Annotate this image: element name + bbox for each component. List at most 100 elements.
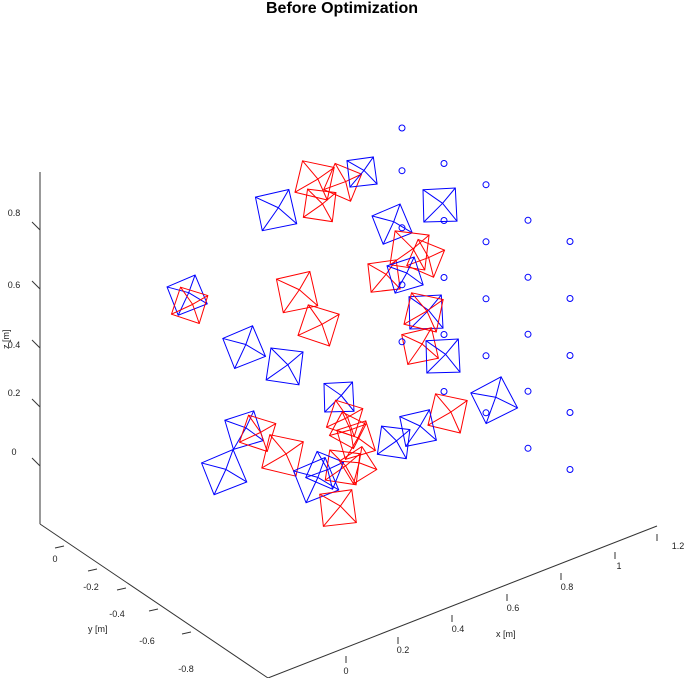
camera-frustum-edge [357,437,376,451]
camera-frustum-edge [345,181,352,202]
camera-frustum [367,259,401,293]
camera-frustum [403,292,444,333]
camera-frustum-edge [329,429,351,436]
camera-frustum-edge [260,423,277,433]
camera-frustum-edge [293,470,319,478]
y-tick-mark [54,545,65,549]
target-point-marker [482,238,490,246]
camera-frustum-base [399,409,437,447]
z-tick-label: 0.6 [8,280,21,290]
camera-frustum-edge [346,160,365,171]
camera-frustum-edge [340,381,353,396]
camera-frustum-base [376,425,411,460]
camera-frustum-base [386,256,424,294]
camera-frustum-edge [307,188,323,205]
camera-frustum-edge [171,303,193,315]
camera-frustum-edge [382,221,395,245]
camera-frustum-edge [234,344,247,369]
camera-frustum-edge [412,234,430,250]
camera-frustum-edge [278,207,298,225]
camera-frustum-edge [233,427,247,450]
camera-frustum-base [297,304,340,347]
camera-frustum-edge [352,462,360,484]
camera-frustum-edge [411,292,428,312]
camera-frustum-edge [317,476,340,491]
x-tick-label: 0.6 [507,603,520,613]
camera-frustum-edge [428,309,444,329]
camera-frustum-base [200,448,248,496]
camera-frustum-edge [321,313,340,325]
camera-frustum-edge [423,202,443,223]
camera-frustum-edge [302,160,319,180]
camera-frustum [427,393,468,434]
camera-frustum-edge [339,489,353,507]
camera-frustum-edge [285,441,304,455]
camera-frustum-edge [385,273,401,290]
camera-frustum-edge [255,196,279,209]
x-tick-label: 0.8 [561,582,574,592]
camera-frustum [323,381,355,413]
camera-frustum-edge [421,343,439,359]
camera-frustum-edge [406,272,424,286]
camera-frustum-edge [435,393,452,413]
camera-frustum-edge [224,419,247,429]
camera-frustum-edge [277,189,290,209]
camera-frustum-edge [299,289,319,307]
target-point-marker [566,352,574,359]
camera-frustum [261,434,304,477]
camera-frustum-edge [408,296,429,311]
camera-frustum-edge [358,462,377,470]
camera-frustum-edge [225,468,248,483]
camera-frustum-edge [470,392,496,398]
camera-frustum-edge [394,230,414,250]
z-tick-mark [31,398,41,408]
target-point-marker [398,338,406,346]
camera-frustum-edge [334,163,347,182]
target-point-marker [566,295,574,302]
camera-frustum-edge [345,453,361,467]
camera-frustum-edge [201,462,227,470]
camera-frustum-edge [396,429,411,442]
y-tick-label: -0.2 [83,582,99,592]
camera-frustum-edge [442,202,458,222]
camera-frustum-edge [363,170,378,185]
camera-frustum-edge [319,493,341,507]
camera-frustum-edge [426,310,437,333]
camera-frustum-edge [261,207,279,231]
camera-frustum-edge [323,383,342,396]
camera-frustum [222,325,267,370]
camera-frustum-edge [421,327,432,345]
ticks: 0 0.2 0.4 0.6 0.8 1 1.2 0 -0.2 -0.4 -0.6 -0.8 0 0.2 0.… [8,208,684,676]
camera-frustum-edge [287,364,300,386]
camera-frustum [376,425,411,460]
target-point-marker [482,295,490,303]
camera-frustum-edge [188,274,196,293]
camera-frustum-edge [350,423,367,431]
target-point-marker [524,273,532,281]
y-tick-mark [181,631,192,635]
target-point-marker [398,281,406,289]
target-point-marker [482,352,490,360]
camera-frustum [305,450,345,490]
camera-frustum-edge [377,440,397,455]
x-axis-title: x [m] [496,629,516,639]
target-point-marker [398,124,406,132]
camera-frustum [297,304,340,347]
camera-frustum [389,230,430,271]
y-tick-mark [116,587,127,591]
camera-frustum-edge [428,257,435,278]
camera-frustum-edge [394,272,408,294]
camera-frustum-base [170,286,209,325]
camera-frustum-edge [317,178,328,201]
camera-frustum-base [265,347,304,386]
camera-frustum-base [254,188,298,232]
y-tick-mark [87,568,98,572]
camera-frustum-base [371,203,413,245]
camera-frustum-edge [248,414,262,433]
camera-frustum-edge [276,278,300,291]
camera-frustum-edge [422,189,443,204]
camera-frustum [346,156,378,188]
camera-frustum-edge [261,453,287,469]
camera-frustum-edge [445,338,459,355]
target-point-marker [398,167,406,175]
